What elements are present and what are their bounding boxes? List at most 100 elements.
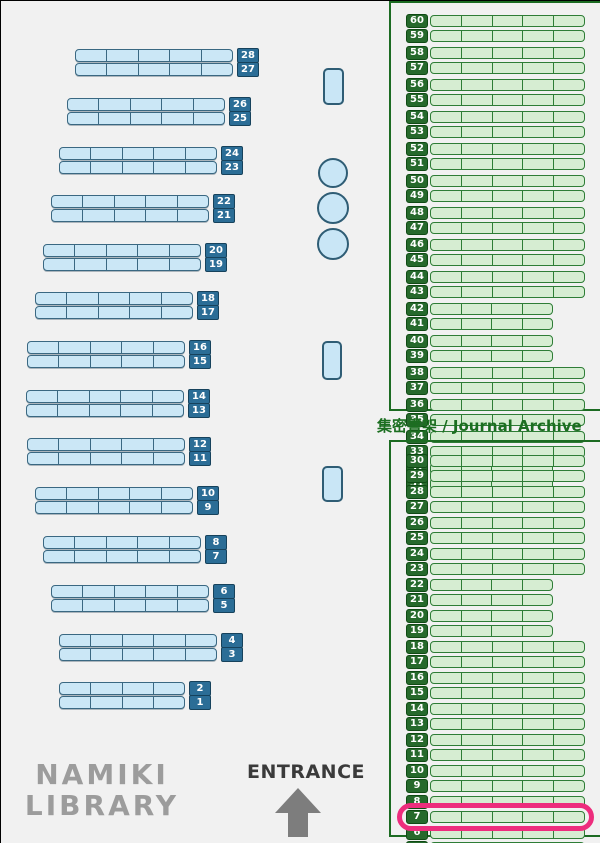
shelf-segment xyxy=(59,452,91,464)
shelf-segment xyxy=(492,595,523,605)
shelf-number-tag: 7 xyxy=(406,810,428,824)
shelf-segment xyxy=(91,341,123,353)
shelf-segment xyxy=(523,549,555,559)
archive-shelf-row: 30 xyxy=(406,454,585,468)
shelf-pair: 16 15 xyxy=(27,339,211,369)
archive-bookshelf xyxy=(430,382,585,394)
shelf-segment xyxy=(492,336,523,346)
shelf-row: 5 xyxy=(51,597,235,613)
shelf-segment xyxy=(462,611,492,621)
shelf-segment xyxy=(523,673,555,683)
shelf-segment xyxy=(554,673,584,683)
shelf-segment xyxy=(130,306,162,318)
shelf-segment xyxy=(431,208,462,218)
archive-shelf-row: 19 xyxy=(406,624,553,638)
shelf-number-tag: 28 xyxy=(237,47,259,63)
archive-shelf-row: 52 xyxy=(406,142,585,156)
shelf-segment xyxy=(121,404,153,416)
shelf-segment xyxy=(28,341,60,353)
shelf-segment xyxy=(431,48,462,58)
archive-shelf-row: 40 xyxy=(406,334,553,348)
shelf-number-tag: 5 xyxy=(213,597,235,613)
bookshelf xyxy=(51,194,209,208)
archive-bookshelf xyxy=(430,239,585,251)
shelf-segment xyxy=(492,304,523,314)
shelf-segment xyxy=(493,471,524,481)
shelf-segment xyxy=(75,550,107,562)
shelf-number-tag: 47 xyxy=(406,221,428,235)
bookshelf xyxy=(51,208,209,222)
archive-shelf-row: 49 xyxy=(406,189,585,203)
archive-shelf-row: 25 xyxy=(406,531,585,545)
shelf-number-tag: 44 xyxy=(406,270,428,284)
shelf-segment xyxy=(27,390,59,402)
archive-bookshelf xyxy=(430,625,553,637)
archive-bookshelf xyxy=(430,158,585,170)
shelf-number-tag: 37 xyxy=(406,381,428,395)
shelf-segment xyxy=(523,688,555,698)
shelf-number-tag: 29 xyxy=(406,469,428,483)
archive-shelf-row: 23 xyxy=(406,562,585,576)
shelf-segment xyxy=(431,719,462,729)
shelf-segment xyxy=(431,595,462,605)
shelf-segment xyxy=(83,585,115,597)
shelf-segment xyxy=(523,16,555,26)
archive-bookshelf xyxy=(430,765,585,777)
shelf-segment xyxy=(554,719,584,729)
shelf-segment xyxy=(462,797,493,807)
shelf-segment xyxy=(138,550,170,562)
shelf-segment xyxy=(493,797,524,807)
shelf-segment xyxy=(139,49,171,61)
bookshelf xyxy=(59,681,185,695)
archive-shelf-row: 9 xyxy=(406,779,585,793)
shelf-row: 3 xyxy=(59,646,243,662)
shelf-segment xyxy=(523,144,555,154)
archive-bookshelf xyxy=(430,271,585,283)
shelf-number-tag: 24 xyxy=(221,145,243,161)
shelf-number-tag: 11 xyxy=(406,748,428,762)
archive-shelf-row: 44 xyxy=(406,270,585,284)
shelf-segment xyxy=(431,464,462,474)
shelf-segment xyxy=(194,99,224,110)
shelf-segment xyxy=(462,336,492,346)
shelf-number-tag: 25 xyxy=(406,531,428,545)
archive-shelf-row: 41 xyxy=(406,317,553,331)
bookshelf xyxy=(59,695,185,709)
shelf-segment xyxy=(523,447,555,457)
shelf-segment xyxy=(493,176,524,186)
shelf-segment xyxy=(91,696,123,708)
shelf-segment xyxy=(523,319,553,329)
shelf-segment xyxy=(554,487,584,497)
shelf-number-tag: 26 xyxy=(229,96,251,112)
shelf-segment xyxy=(131,112,163,124)
archive-shelf-row: 43 xyxy=(406,285,585,299)
shelf-segment xyxy=(67,487,99,499)
shelf-segment xyxy=(431,112,462,122)
shelf-segment xyxy=(162,502,192,513)
shelf-segment xyxy=(99,487,131,499)
shelf-segment xyxy=(431,80,462,90)
shelf-segment xyxy=(462,127,493,137)
shelf-pair: 14 13 xyxy=(26,388,210,418)
shelf-segment xyxy=(554,127,584,137)
archive-shelf-row: 20 xyxy=(406,609,553,623)
archive-bookshelf xyxy=(430,579,553,591)
archive-bookshelf xyxy=(430,811,585,823)
shelf-number-tag: 4 xyxy=(221,632,243,648)
shelf-segment xyxy=(554,112,584,122)
shelf-segment xyxy=(523,304,553,314)
shelf-segment xyxy=(138,244,170,256)
shelf-segment xyxy=(91,355,123,367)
bookshelf xyxy=(26,403,184,417)
shelf-row: 18 xyxy=(35,290,219,306)
shelf-number-tag: 10 xyxy=(406,764,428,778)
shelf-segment xyxy=(107,244,139,256)
shelf-segment xyxy=(554,368,584,378)
shelf-segment xyxy=(115,599,147,611)
shelf-segment xyxy=(523,719,555,729)
shelf-segment xyxy=(493,750,524,760)
bookshelf xyxy=(35,486,193,500)
archive-shelf-row: 36 xyxy=(406,398,585,412)
shelf-segment xyxy=(91,161,123,173)
archive-shelf-row: 51 xyxy=(406,157,585,171)
